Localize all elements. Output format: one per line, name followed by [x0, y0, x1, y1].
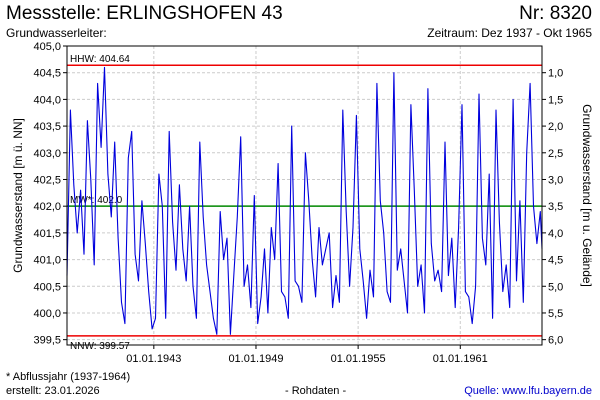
y-tick-label-left: 400,0: [33, 308, 61, 320]
y-tick-label-right: 5,5: [548, 308, 563, 320]
y-tick-label-right: 4,0: [548, 228, 563, 240]
y-tick-label-right: 2,0: [548, 121, 563, 133]
station-title: Messstelle: ERLINGSHOFEN 43: [6, 3, 283, 24]
y-tick-label-left: 399,5: [33, 335, 61, 347]
created-date: erstellt: 23.01.2026: [6, 385, 100, 397]
footnote: * Abflussjahr (1937-1964): [6, 371, 131, 383]
x-tick-label: 01.01.1943: [126, 353, 181, 365]
source-link[interactable]: Quelle: www.lfu.bayern.de: [464, 385, 592, 397]
y-tick-label-left: 401,0: [33, 255, 61, 267]
ref-label-mean: MW*: 402.0: [70, 195, 123, 206]
period-label: Zeitraum: Dez 1937 - Okt 1965: [427, 26, 592, 40]
y-tick-label-right: 5,0: [548, 281, 563, 293]
aquifer-label: Grundwasserleiter:: [6, 26, 107, 40]
series-layer: [66, 66, 543, 335]
y-axis-label-right: Grundwasserstand [m u. Gelände]: [580, 104, 594, 287]
station-number: Nr: 8320: [519, 3, 592, 24]
y-tick-label-left: 403,0: [33, 148, 61, 160]
y-tick-label-left: 404,0: [33, 94, 61, 106]
groundwater-level-line: [66, 66, 543, 335]
y-tick-label-right: 3,5: [548, 201, 563, 213]
y-tick-label-right: 6,0: [548, 335, 563, 347]
x-tick-label: 01.01.1955: [331, 353, 386, 365]
plot-frame: [66, 45, 543, 346]
ref-label-min: NNW: 399.57: [70, 341, 130, 352]
y-tick-label-left: 401,5: [33, 228, 61, 240]
y-tick-label-right: 1,5: [548, 94, 563, 106]
y-tick-label-left: 403,5: [33, 121, 61, 133]
x-tick-label: 01.01.1961: [433, 353, 488, 365]
y-tick-label-left: 404,5: [33, 68, 61, 80]
y-tick-label-right: 4,5: [548, 255, 563, 267]
y-tick-label-left: 402,5: [33, 174, 61, 186]
y-tick-label-left: 405,0: [33, 41, 61, 53]
axis-layer: 405,0 404,5 404,0 403,5 403,0 402,5 402,0 401,5…: [33, 41, 563, 365]
y-tick-label-right: 2,5: [548, 148, 563, 160]
raw-data-label: - Rohdaten -: [285, 385, 347, 397]
y-tick-label-left: 400,5: [33, 281, 61, 293]
ref-label-max: HHW: 404.64: [70, 54, 130, 65]
x-tick-label: 01.01.1949: [228, 353, 283, 365]
y-tick-label-right: 1,0: [548, 68, 563, 80]
y-tick-label-left: 402,0: [33, 201, 61, 213]
y-axis-label-left: Grundwasserstand [m ü. NN]: [11, 118, 25, 273]
y-tick-label-right: 3,0: [548, 174, 563, 186]
